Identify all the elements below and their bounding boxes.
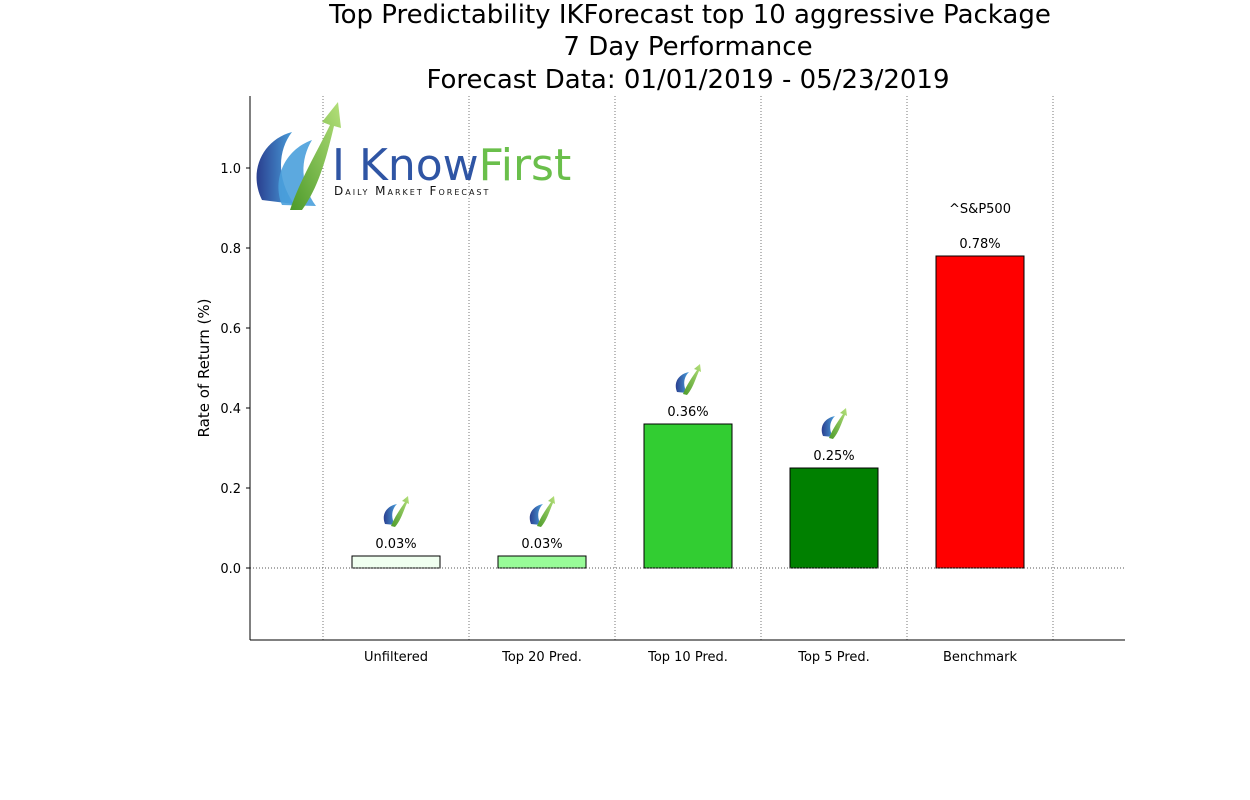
mini-logo-green-arrow (537, 496, 555, 527)
chart-title-line-1: Top Predictability IKForecast top 10 agg… (328, 0, 1051, 30)
bar-value-label: 0.78% (959, 237, 1000, 252)
y-tick-label: 0.2 (220, 482, 241, 497)
bar-labels: 0.03% 0.03% 0.36% 0.25% 0.78% (375, 237, 1000, 552)
x-tick-label: Benchmark (943, 650, 1018, 665)
mini-logo-blue-swoosh (821, 416, 835, 437)
chart-title-line-2: 7 Day Performance (563, 32, 812, 62)
logo-wordmark-part2: First (479, 140, 572, 191)
mini-logo-green-arrow (829, 408, 847, 439)
gridlines (322, 96, 1054, 640)
bar-top-5-pred (789, 467, 879, 569)
x-tick-label: Top 5 Pred. (797, 650, 870, 665)
bar-value-label: 0.36% (667, 405, 708, 420)
brand-logo: I KnowFirst Daily Market Forecast (256, 102, 571, 210)
y-ticks: 0.0 0.2 0.4 0.6 0.8 1.0 (220, 162, 250, 577)
mini-logo-icon (675, 364, 701, 395)
bar-value-label: 0.03% (375, 537, 416, 552)
y-tick-label: 0.6 (220, 322, 241, 337)
logo-tagline: Daily Market Forecast (334, 184, 490, 198)
bar-unfiltered (351, 555, 441, 569)
mini-logo-icon (383, 496, 409, 527)
y-axis-label: Rate of Return (%) (195, 299, 213, 438)
x-tick-label: Top 10 Pred. (647, 650, 728, 665)
bar-value-label: 0.25% (813, 449, 854, 464)
mini-logo-green-arrow (683, 364, 701, 395)
mini-logo-icon (821, 408, 847, 439)
bar-top-10-pred (643, 423, 733, 569)
mini-logo-blue-swoosh (675, 372, 689, 393)
chart-title-line-3: Forecast Data: 01/01/2019 - 05/23/2019 (426, 65, 949, 95)
logo-wordmark-part1: I Know (332, 140, 479, 191)
mini-logo-blue-swoosh (383, 504, 397, 525)
bar-benchmark (935, 255, 1025, 569)
x-ticks: Unfiltered Top 20 Pred. Top 10 Pred. Top 5 … (364, 650, 1017, 665)
x-tick-label: Top 20 Pred. (501, 650, 582, 665)
benchmark-annotation: ^S&P500 (949, 202, 1011, 217)
axes (249, 96, 1125, 641)
bar-top-20-pred (497, 555, 587, 569)
mini-logo-green-arrow (391, 496, 409, 527)
y-tick-label: 0.8 (220, 242, 241, 257)
x-tick-label: Unfiltered (364, 650, 428, 665)
mini-logo-blue-swoosh (529, 504, 543, 525)
mini-logo-icon (529, 496, 555, 527)
mini-logos (383, 364, 847, 527)
y-tick-label: 0.4 (220, 402, 241, 417)
logo-swoosh-icon (256, 102, 341, 210)
bar-value-label: 0.03% (521, 537, 562, 552)
y-tick-label: 0.0 (220, 562, 241, 577)
svg-text:I KnowFirst: I KnowFirst (332, 140, 571, 191)
y-tick-label: 1.0 (220, 162, 241, 177)
